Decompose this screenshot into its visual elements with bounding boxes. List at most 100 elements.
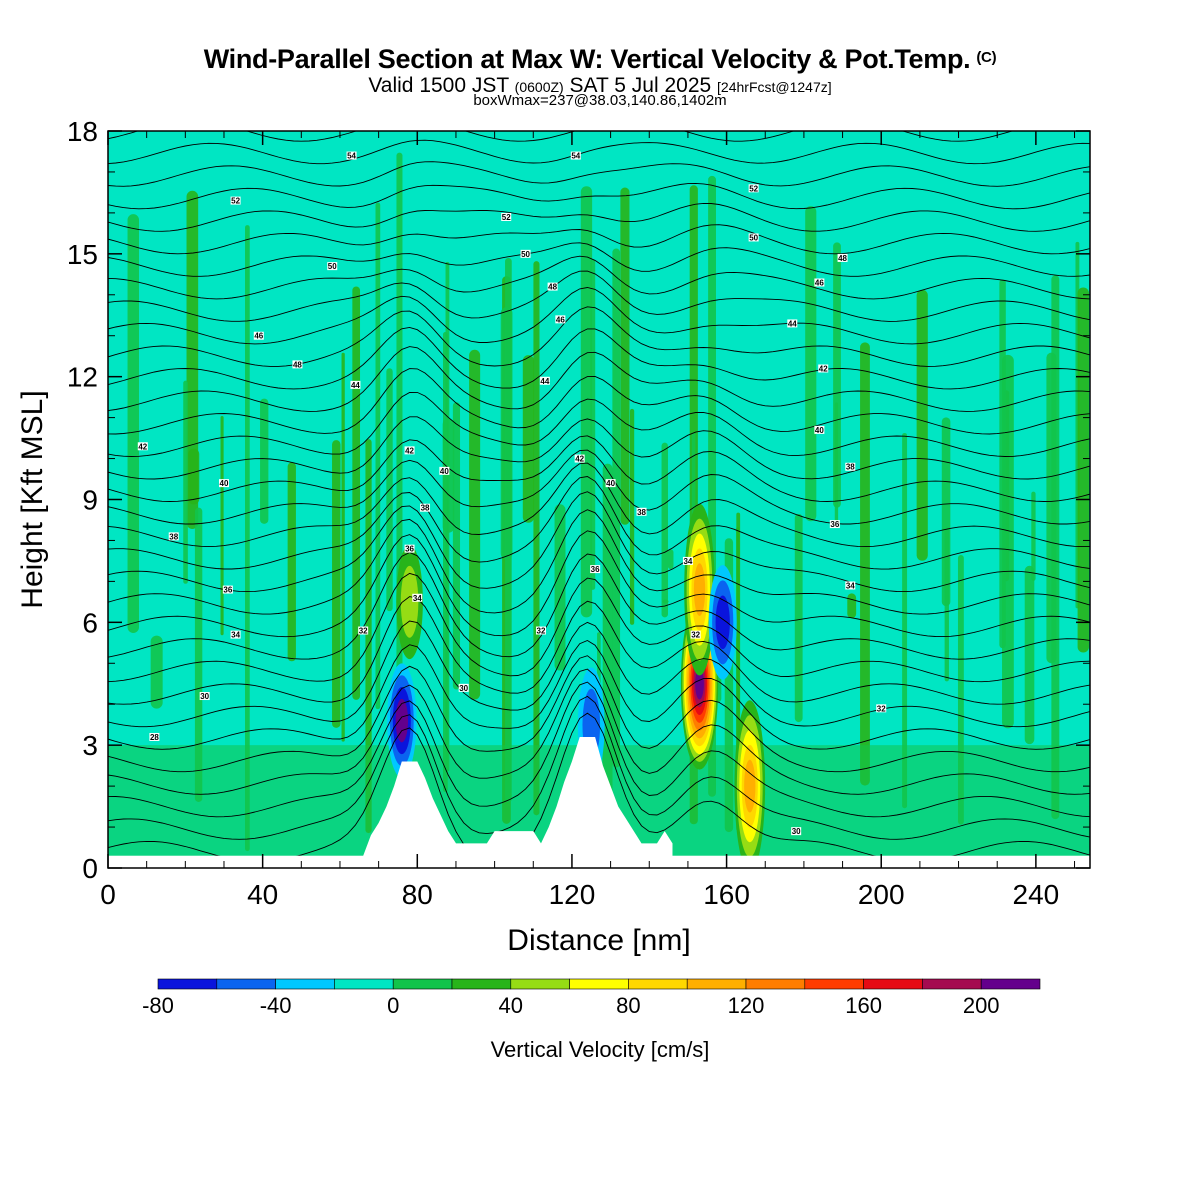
contour-label-text: 36 <box>405 545 414 554</box>
w-streak <box>194 507 203 803</box>
contour-label-text: 46 <box>556 315 565 324</box>
contour-label-text: 50 <box>328 262 337 271</box>
y-tick-label: 3 <box>82 730 98 761</box>
y-tick-label: 18 <box>67 116 98 147</box>
contour-label-text: 38 <box>421 504 430 513</box>
w-streak <box>341 352 345 742</box>
colorbar-tick-label: 200 <box>963 993 1000 1018</box>
contour-label: 54 <box>570 151 581 161</box>
ground-strip <box>108 855 1090 868</box>
contour-label-text: 50 <box>521 250 530 259</box>
w-streak <box>612 248 621 768</box>
valid-time: Valid 1500 JST <box>368 74 509 97</box>
contour-label: 48 <box>837 254 848 263</box>
w-streak <box>287 462 296 662</box>
contour-label: 36 <box>829 520 840 529</box>
w-streak <box>442 332 448 793</box>
contour-label-text: 54 <box>347 152 356 161</box>
contour-label-text: 52 <box>502 213 511 222</box>
forecast-info: [24hrFcst@1247z] <box>717 79 832 95</box>
contour-label: 28 <box>149 732 160 742</box>
theta-contour <box>108 491 1090 593</box>
contour-label: 34 <box>412 593 423 603</box>
contour-label: 34 <box>845 581 856 590</box>
x-tick-label: 40 <box>247 879 278 910</box>
colorbar-bin <box>451 978 512 990</box>
valid-utc: (0600Z) <box>514 79 564 95</box>
w-streak <box>1077 287 1089 653</box>
contour-label-text: 30 <box>200 692 209 701</box>
theta-contour <box>108 639 1090 750</box>
colorbar-bin <box>157 978 218 990</box>
theta-contour <box>108 306 1090 367</box>
theta-contour <box>108 435 1090 502</box>
w-streak <box>833 242 841 508</box>
contour-label: 34 <box>230 630 241 640</box>
contour-label-text: 52 <box>231 197 240 206</box>
contour-label: 42 <box>404 446 415 455</box>
contour-label: 52 <box>501 212 512 222</box>
y-tick-label: 15 <box>67 239 98 270</box>
theta-contour <box>108 449 1090 525</box>
colorbar-tick-label: -40 <box>260 993 292 1018</box>
colorbar-tick-label: 160 <box>845 993 882 1018</box>
contour-label: 32 <box>690 630 701 640</box>
contour-label-text: 44 <box>351 381 360 390</box>
y-tick-label: 6 <box>82 607 98 638</box>
theta-contour <box>108 287 1090 345</box>
contour-label-text: 42 <box>575 455 584 464</box>
contour-label-text: 32 <box>691 631 700 640</box>
theta-contour <box>108 596 1090 705</box>
w-streak <box>944 527 949 682</box>
contour-label: 38 <box>420 503 431 513</box>
contour-label: 38 <box>845 462 856 472</box>
theta-contour <box>108 668 1090 795</box>
colorbar-bin <box>628 978 688 990</box>
chart-subtitle: Valid 1500 JST (0600Z) SAT 5 Jul 2025 [2… <box>0 74 1200 98</box>
x-tick-label: 200 <box>858 879 905 910</box>
theta-contour <box>108 462 1090 548</box>
plot-area: 28 30 34 36 38 40 42 46 48 44 50 52 54 32 34 36 38 42 40 30… <box>108 131 1090 868</box>
w-streak <box>580 186 593 618</box>
contour-label-text: 42 <box>138 442 147 451</box>
theta-contour <box>108 476 1090 570</box>
theta-contour <box>108 681 1090 818</box>
w-streak <box>794 513 803 723</box>
x-tick-label: 120 <box>549 879 596 910</box>
contour-label: 30 <box>458 683 469 693</box>
w-streak <box>452 402 461 690</box>
contour-label: 52 <box>230 196 241 206</box>
w-streak <box>1002 354 1014 729</box>
w-streak <box>188 448 200 505</box>
theta-contour <box>108 255 1090 300</box>
w-streak <box>590 259 596 590</box>
contour-label-text: 46 <box>254 332 263 341</box>
w-streak <box>127 214 139 633</box>
contour-label: 40 <box>814 425 825 435</box>
w-streak <box>554 504 566 671</box>
y-tick-label: 12 <box>67 362 98 393</box>
theta-contour <box>108 391 1090 457</box>
contour-label-text: 40 <box>815 426 824 435</box>
contour-label: 42 <box>574 454 585 464</box>
contour-label-text: 50 <box>749 233 758 242</box>
theta-contour <box>108 224 1090 255</box>
w-streak <box>916 289 928 561</box>
contour-label: 48 <box>292 360 303 369</box>
w-streak <box>1046 352 1057 664</box>
contour-label-text: 34 <box>683 557 692 566</box>
w-streak <box>620 187 630 525</box>
contour-label-text: 52 <box>749 184 758 193</box>
contour-label-text: 30 <box>792 827 801 836</box>
contour-label-text: 30 <box>459 684 468 693</box>
theta-contour <box>108 346 1090 412</box>
theta-contour <box>108 131 1014 142</box>
contour-label-text: 34 <box>413 594 422 603</box>
w-streak <box>260 398 269 524</box>
contour-label: 40 <box>439 466 450 476</box>
theta-contour <box>108 530 1090 638</box>
colorbar-bin <box>510 978 570 990</box>
colorbar-tick-label: 0 <box>387 993 399 1018</box>
w-streak <box>629 408 635 625</box>
